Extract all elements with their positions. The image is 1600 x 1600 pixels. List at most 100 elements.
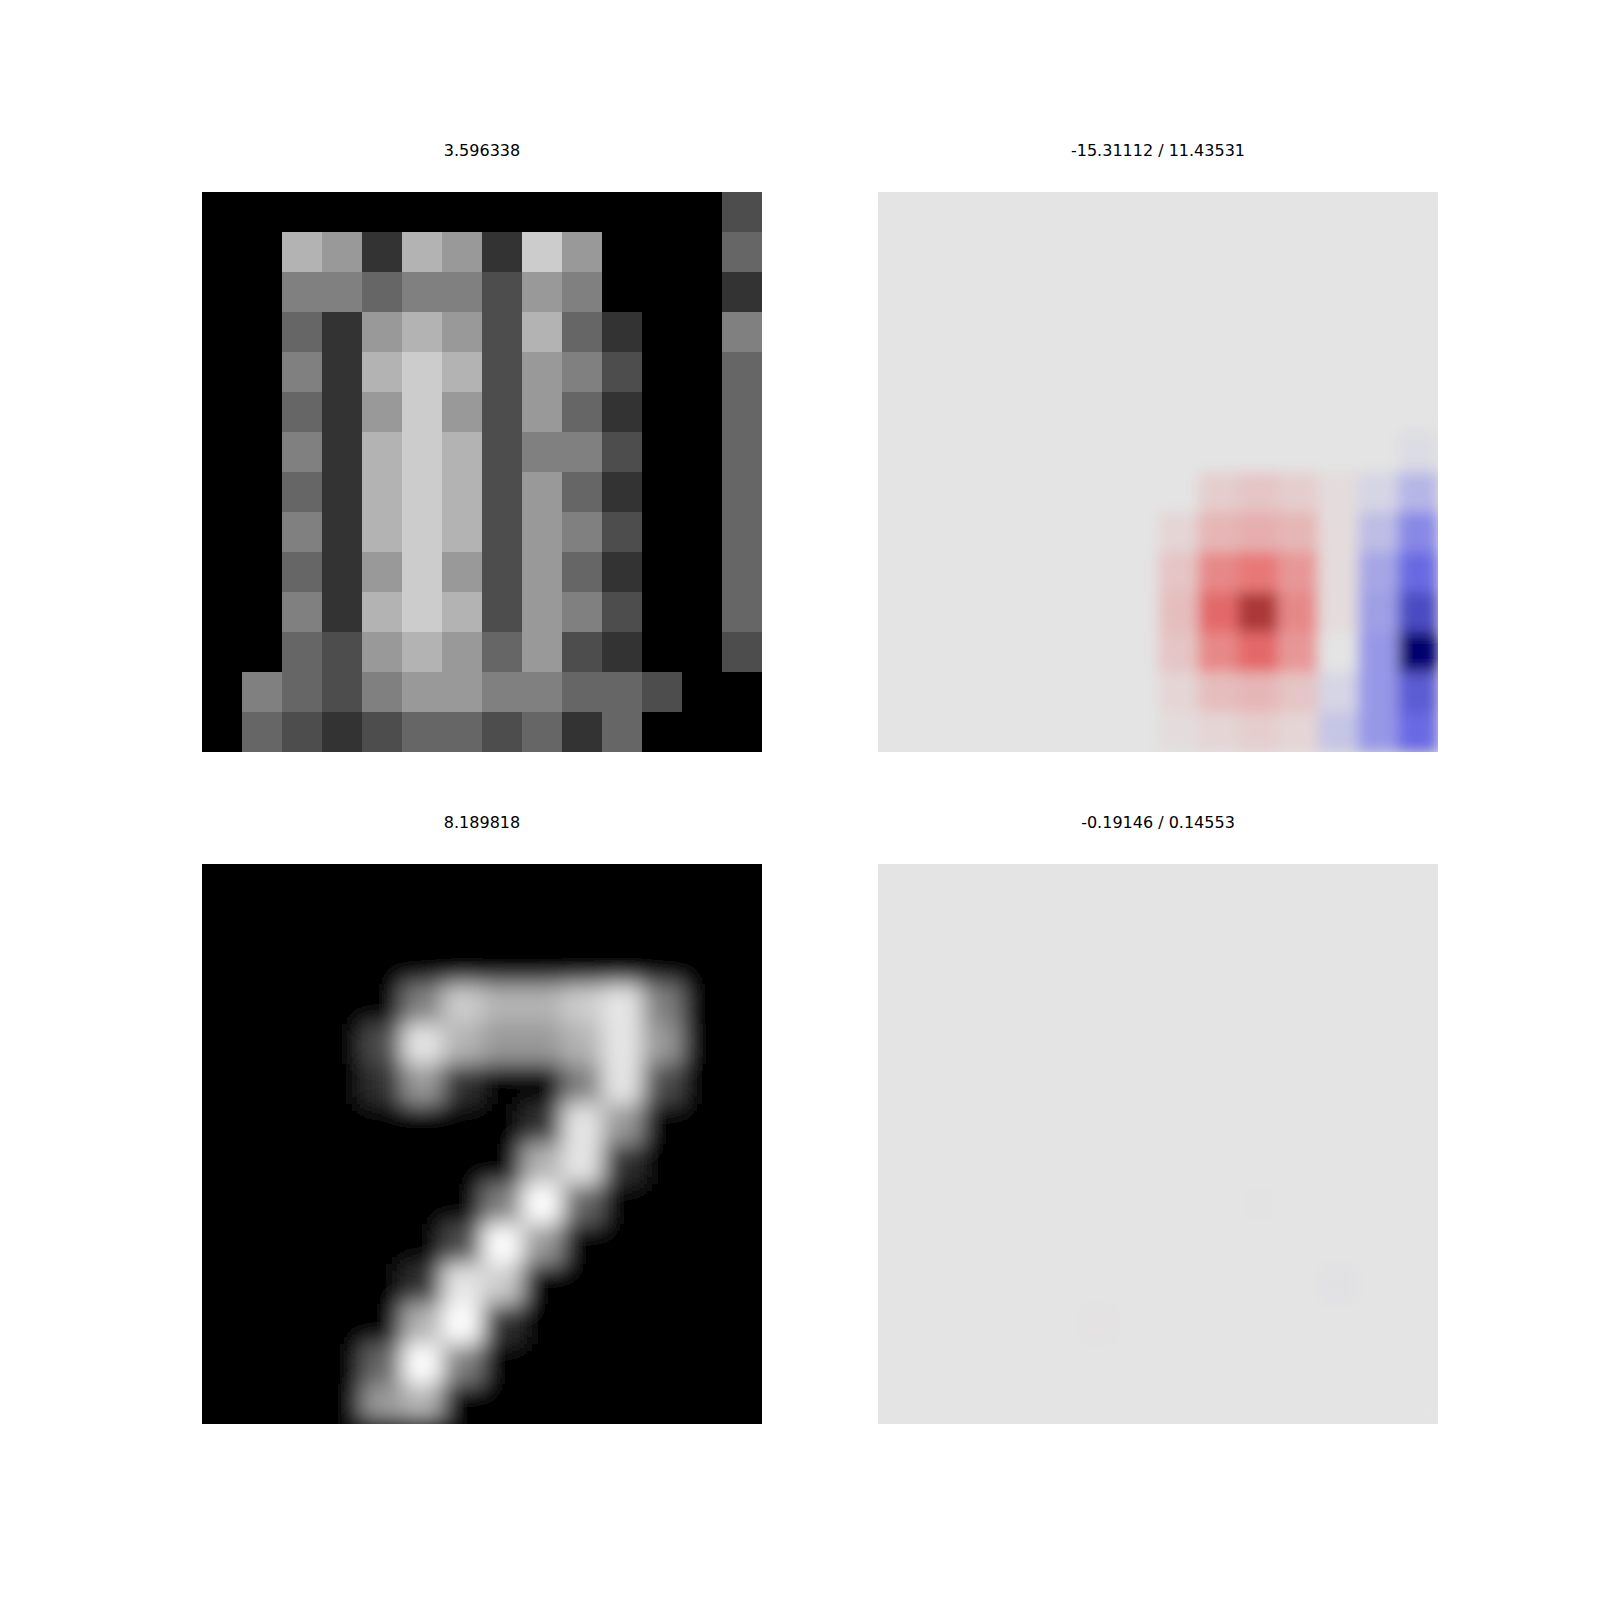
cell <box>602 1304 643 1345</box>
cell <box>722 432 762 473</box>
plot-area <box>202 192 762 752</box>
cell <box>402 1344 443 1385</box>
cell <box>1318 1104 1359 1145</box>
cell <box>482 984 523 1025</box>
cell <box>442 672 483 713</box>
cell <box>1078 672 1119 713</box>
cell <box>282 1224 323 1265</box>
cell <box>918 712 959 752</box>
cell <box>682 432 723 473</box>
cell <box>1118 864 1159 905</box>
cell <box>242 1144 283 1185</box>
cell <box>1118 712 1159 752</box>
cell <box>1398 632 1438 673</box>
cell <box>958 512 999 553</box>
cell <box>362 392 403 433</box>
cell <box>1318 1024 1359 1065</box>
cell <box>722 904 762 945</box>
cell <box>482 1024 523 1065</box>
cell <box>482 1104 523 1145</box>
cell <box>998 1304 1039 1345</box>
cell <box>602 432 643 473</box>
cell <box>1118 1304 1159 1345</box>
cell <box>958 272 999 313</box>
cell <box>1158 672 1199 713</box>
cell <box>442 1304 483 1345</box>
cell <box>242 712 283 752</box>
cell <box>522 392 563 433</box>
cell <box>322 944 363 985</box>
cell <box>1398 1064 1438 1105</box>
cell <box>482 512 523 553</box>
cell <box>562 1024 603 1065</box>
cell <box>1318 1184 1359 1225</box>
cell <box>1078 192 1119 233</box>
cell <box>442 272 483 313</box>
cell <box>1238 592 1279 633</box>
cell <box>562 272 603 313</box>
cell <box>1358 1304 1399 1345</box>
cell <box>1038 192 1079 233</box>
cell <box>878 1264 919 1305</box>
cell <box>522 272 563 313</box>
cell <box>482 672 523 713</box>
cell <box>1118 352 1159 393</box>
cell <box>1158 232 1199 273</box>
cell <box>522 232 563 273</box>
cell <box>1158 1144 1199 1185</box>
cell <box>482 712 523 752</box>
cell <box>602 1384 643 1424</box>
cell <box>1398 1104 1438 1145</box>
cell <box>1398 312 1438 353</box>
cell <box>482 1144 523 1185</box>
cell <box>1118 1344 1159 1385</box>
cell <box>918 1184 959 1225</box>
cell <box>1118 1264 1159 1305</box>
cell <box>1398 864 1438 905</box>
panel-title: 3.596338 <box>444 141 520 160</box>
cell <box>1038 672 1079 713</box>
cell <box>1238 1264 1279 1305</box>
cell <box>998 432 1039 473</box>
cell <box>878 192 919 233</box>
cell <box>1278 232 1319 273</box>
cell <box>1318 272 1359 313</box>
cell <box>282 1304 323 1345</box>
cell <box>682 632 723 673</box>
cell <box>442 984 483 1025</box>
cell <box>1318 1064 1359 1105</box>
cell <box>362 312 403 353</box>
cell <box>682 592 723 633</box>
cell <box>1158 904 1199 945</box>
cell <box>202 672 243 713</box>
cell <box>958 672 999 713</box>
cell <box>602 944 643 985</box>
cell <box>1318 512 1359 553</box>
cell <box>1198 1064 1239 1105</box>
cell <box>242 1264 283 1305</box>
cell <box>562 512 603 553</box>
cell <box>442 904 483 945</box>
cell <box>682 1224 723 1265</box>
cell <box>878 632 919 673</box>
cell <box>202 392 243 433</box>
cell <box>1158 312 1199 353</box>
cell <box>918 1144 959 1185</box>
cell <box>1278 1384 1319 1424</box>
cell <box>998 272 1039 313</box>
cell <box>1278 1224 1319 1265</box>
cell <box>1398 1144 1438 1185</box>
cell <box>1398 1344 1438 1385</box>
cell <box>1398 672 1438 713</box>
cell <box>1398 592 1438 633</box>
cell <box>722 512 762 553</box>
cell <box>562 1104 603 1145</box>
cell <box>878 1224 919 1265</box>
cell <box>562 1184 603 1225</box>
cell <box>958 1064 999 1105</box>
cell <box>998 1144 1039 1185</box>
cell <box>362 1064 403 1105</box>
cell <box>998 672 1039 713</box>
cell <box>522 432 563 473</box>
cell <box>958 984 999 1025</box>
